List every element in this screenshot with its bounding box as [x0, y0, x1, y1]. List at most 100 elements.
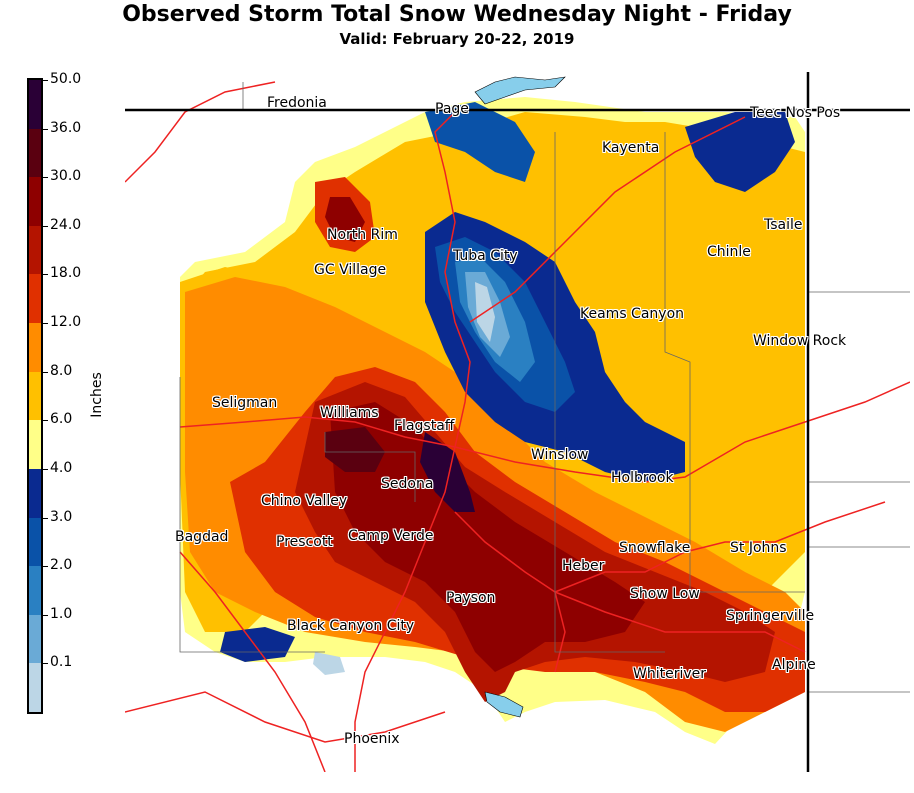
snowfall-map	[124, 72, 911, 773]
lake-roosevelt	[484, 691, 524, 718]
colorbar-tick-label: 6.0	[50, 411, 73, 428]
city-label-springerville: Springerville	[726, 608, 815, 624]
colorbar-segment	[29, 371, 41, 422]
city-label-heber: Heber	[562, 558, 605, 574]
county-line-6	[808, 291, 910, 693]
map-subtitle: Valid: February 20-22, 2019	[339, 30, 575, 48]
colorbar-segment	[29, 614, 41, 665]
snow-region-36-50	[420, 432, 475, 512]
colorbar-tick-mark	[43, 274, 48, 276]
colorbar-tick-mark	[43, 80, 48, 81]
colorbar-tick-label: 4.0	[50, 459, 73, 476]
road-us89	[434, 111, 471, 448]
county-line-1	[179, 377, 325, 653]
city-label-window-rock: Window Rock	[753, 333, 847, 349]
colorbar-tick-label: 0.1	[50, 654, 73, 671]
city-label-chino-valley: Chino Valley	[261, 493, 348, 509]
city-label-kayenta: Kayenta	[602, 140, 660, 156]
city-label-prescott: Prescott	[276, 534, 333, 550]
city-label-keams-canyon: Keams Canyon	[580, 306, 685, 322]
colorbar-tick-mark	[43, 177, 48, 179]
colorbar-segment	[29, 663, 41, 712]
colorbar-tick-label: 12.0	[50, 314, 82, 331]
city-label-fredonia: Fredonia	[267, 95, 327, 111]
lake-powell	[474, 76, 566, 105]
colorbar-tick-mark	[43, 566, 48, 568]
county-line-3	[664, 132, 805, 593]
colorbar-tick-mark	[43, 468, 48, 470]
colorbar-tick-mark	[43, 663, 48, 665]
colorbar-tick-label: 1.0	[50, 605, 73, 622]
road-us87	[454, 511, 566, 673]
city-label-page: Page	[435, 101, 469, 117]
road-us160	[469, 116, 746, 323]
colorbar-tick-mark	[43, 371, 48, 373]
city-label-williams: Williams	[320, 405, 379, 421]
city-label-phoenix: Phoenix	[344, 731, 400, 747]
colorbar-tick-mark	[43, 225, 48, 227]
city-label-north-rim: North Rim	[327, 227, 398, 243]
city-label-flagstaff: Flagstaff	[394, 418, 455, 434]
snow-region-bcc-low-b	[313, 652, 345, 675]
city-label-show-low: Show Low	[630, 586, 700, 602]
snow-region-bcc-low	[220, 627, 295, 662]
colorbar-tick-label: 30.0	[50, 168, 82, 185]
snow-region-north-rim-core	[325, 197, 365, 242]
city-label-black-canyon-city: Black Canyon City	[287, 618, 415, 634]
colorbar-label: Inches	[89, 372, 105, 418]
road-us60	[554, 501, 886, 593]
colorbar-tick-label: 18.0	[50, 265, 82, 282]
colorbar-segment	[29, 566, 41, 616]
colorbar-tick-mark	[43, 128, 48, 130]
colorbar-segment	[29, 468, 41, 519]
colorbar-segment	[29, 128, 41, 179]
colorbar-tick-label: 3.0	[50, 508, 73, 525]
road-i40	[179, 381, 911, 483]
colorbar-segment	[29, 177, 41, 227]
city-label-winslow: Winslow	[531, 447, 589, 463]
snow-region-teec-low	[685, 112, 795, 192]
colorbar-segment	[29, 225, 41, 276]
city-label-camp-verde: Camp Verde	[348, 528, 434, 544]
road-i17	[354, 446, 456, 772]
colorbar-tick-label: 24.0	[50, 216, 82, 233]
city-label-seligman: Seligman	[212, 395, 278, 411]
snow-region-36-50-b	[325, 427, 385, 472]
road-west	[124, 81, 276, 183]
city-label-sedona: Sedona	[381, 476, 434, 492]
snow-region-30-36	[330, 402, 645, 672]
colorbar-segment	[29, 420, 41, 470]
city-label-snowflake: Snowflake	[619, 540, 691, 556]
colorbar-tick-mark	[43, 420, 48, 422]
colorbar-tick-label: 2.0	[50, 557, 73, 574]
snow-region-page-low	[425, 102, 535, 182]
colorbar-tick-mark	[43, 323, 48, 325]
colorbar-segment	[29, 323, 41, 373]
colorbar-tick-label: 50.0	[50, 71, 82, 87]
city-label-st-johns: St Johns	[730, 540, 787, 556]
snowfall-map-svg	[124, 72, 911, 773]
colorbar	[27, 78, 43, 714]
city-label-payson: Payson	[446, 590, 496, 606]
county-line-2	[554, 132, 665, 653]
road-south	[124, 691, 446, 743]
colorbar-tick-label: 8.0	[50, 362, 73, 379]
city-label-whiteriver: Whiteriver	[633, 666, 707, 682]
colorbar-tick-label: 36.0	[50, 119, 82, 136]
colorbar-segment	[29, 274, 41, 325]
city-label-bagdad: Bagdad	[175, 529, 229, 545]
colorbar-tick-mark	[43, 614, 48, 616]
road-az260	[554, 591, 806, 653]
city-label-chinle: Chinle	[707, 244, 751, 260]
city-label-tsaile: Tsaile	[764, 217, 803, 233]
city-label-tuba-city: Tuba City	[453, 248, 518, 264]
colorbar-tick-mark	[43, 517, 48, 519]
map-title: Observed Storm Total Snow Wednesday Nigh…	[122, 2, 792, 27]
county-line-4	[324, 432, 416, 502]
city-label-holbrook: Holbrook	[611, 470, 674, 486]
city-label-teec-nos-pos: Teec Nos Pos	[750, 105, 841, 121]
city-label-alpine: Alpine	[772, 657, 816, 673]
city-label-gc-village: GC Village	[314, 262, 387, 278]
colorbar-segment	[29, 80, 41, 130]
colorbar-segment	[29, 517, 41, 568]
